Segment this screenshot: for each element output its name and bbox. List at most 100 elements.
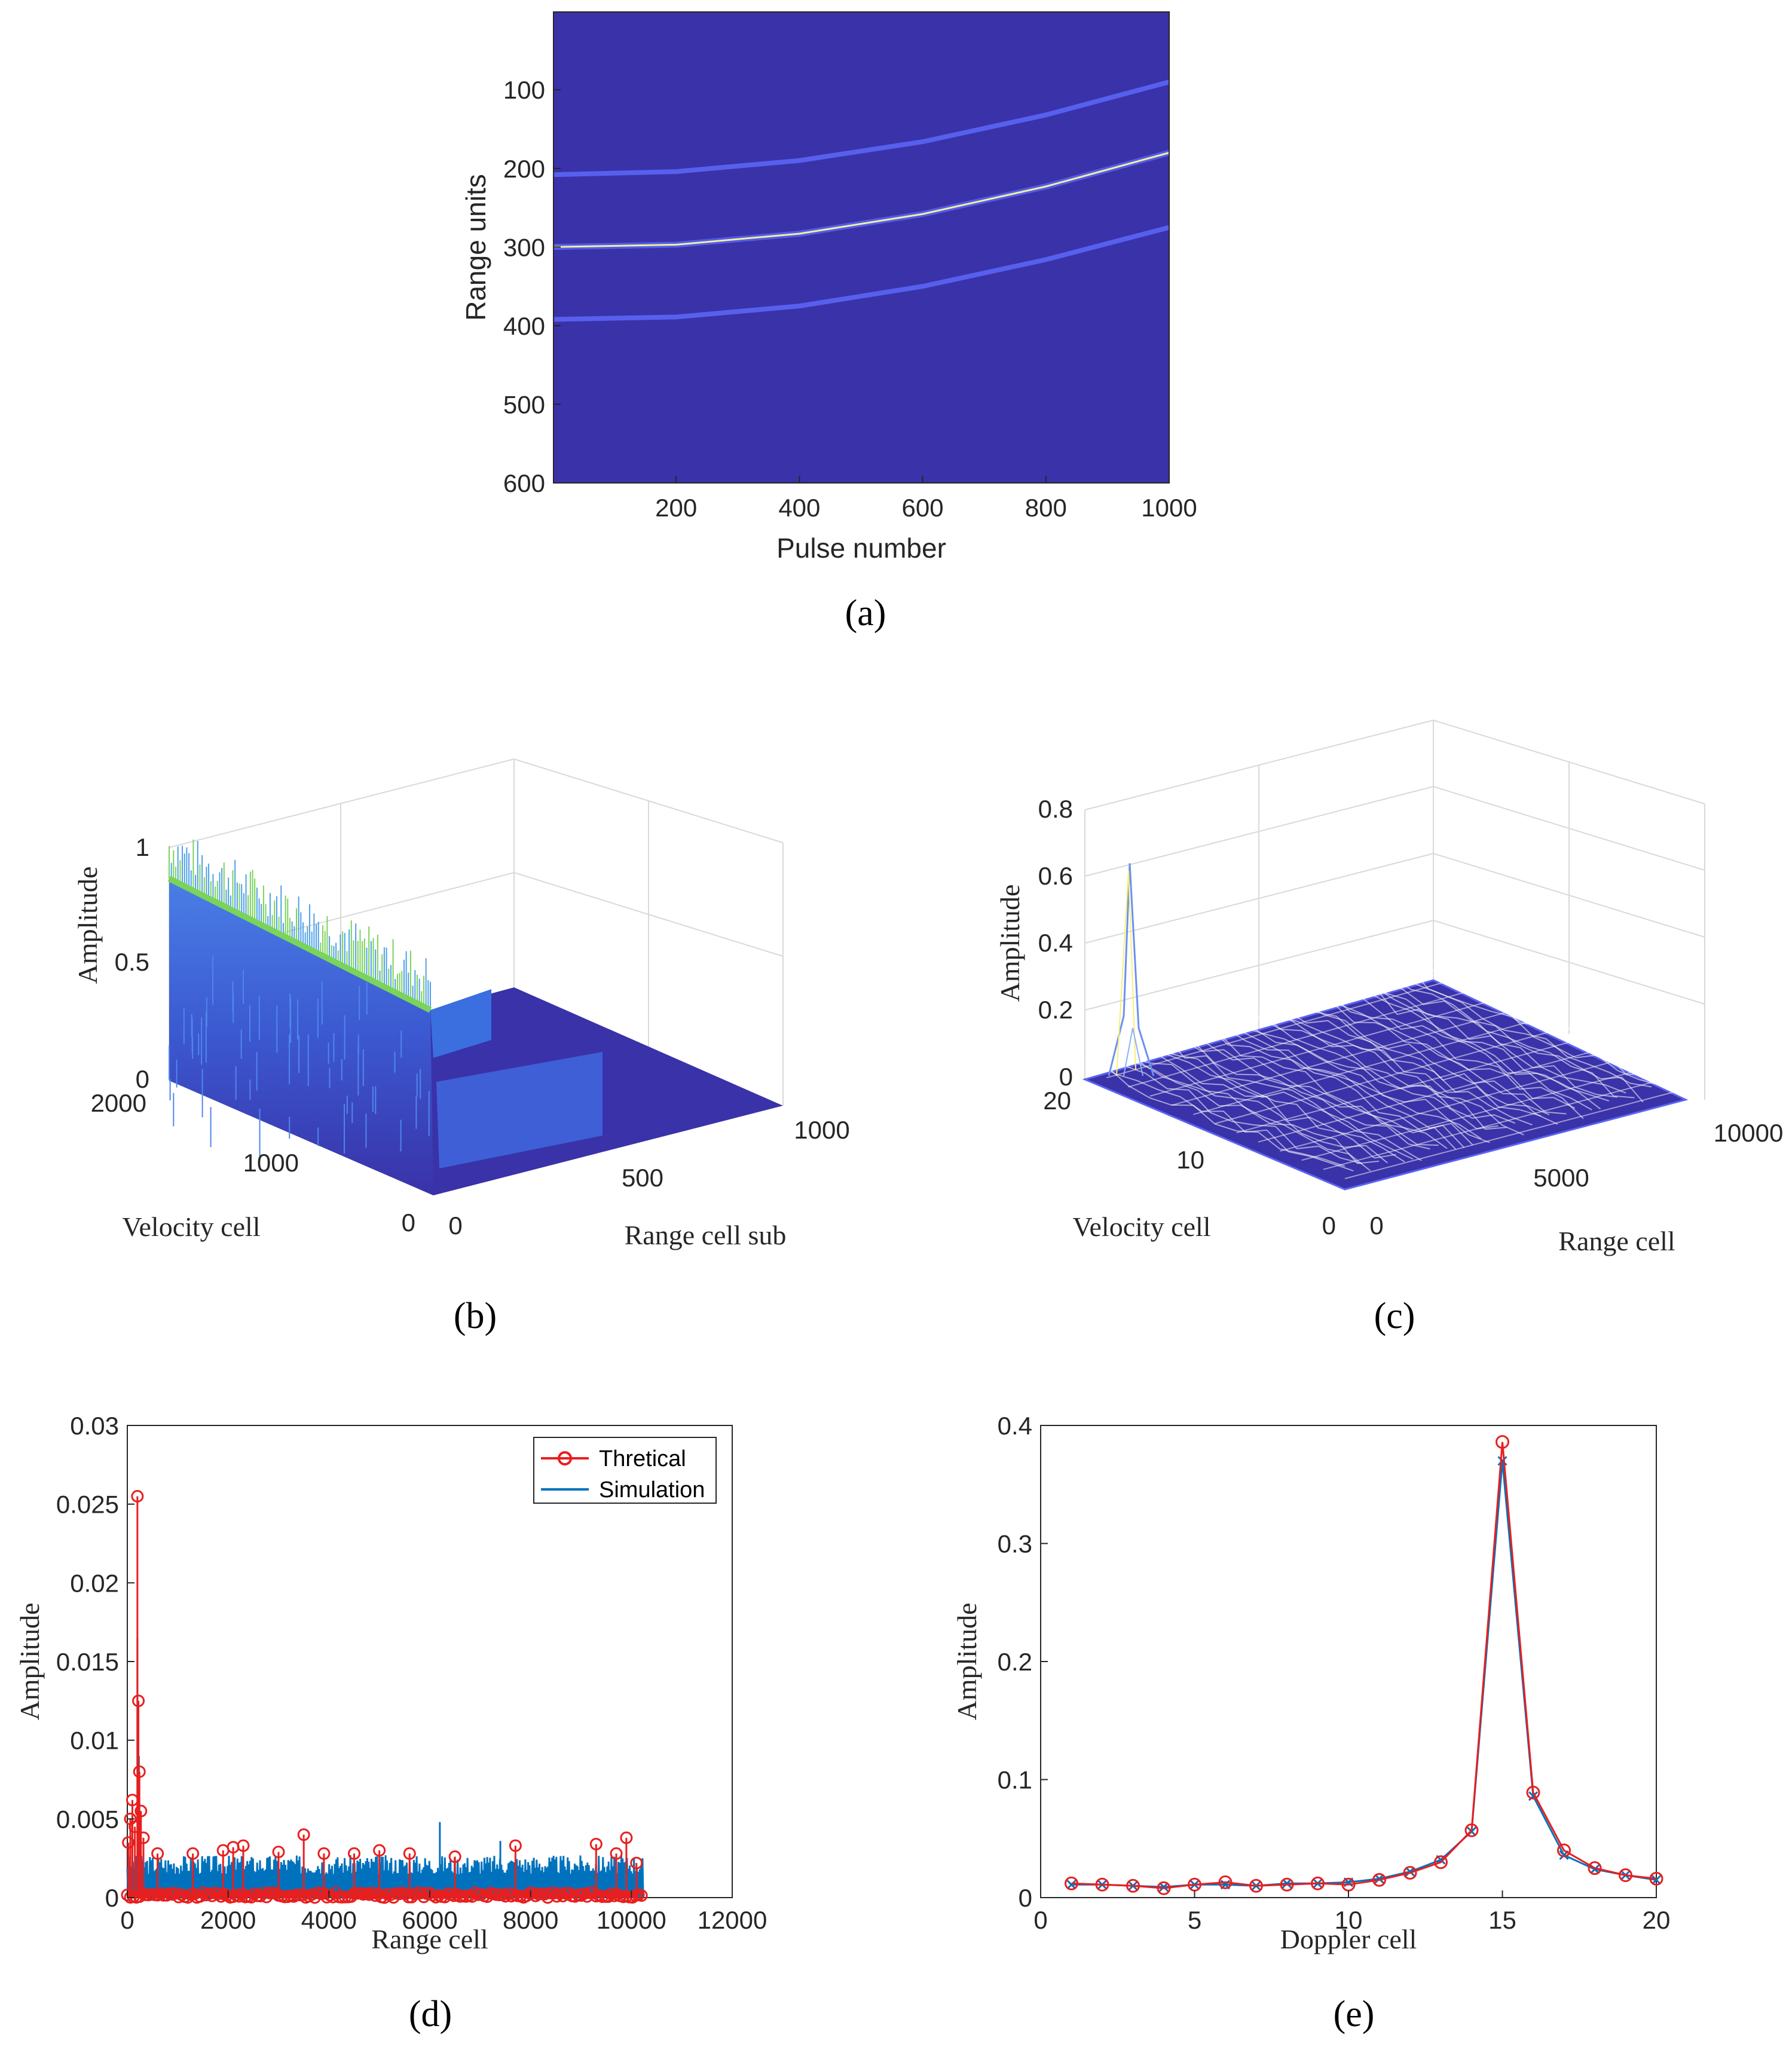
mesh-line xyxy=(1354,981,1610,1102)
y-tick-label: 0.01 xyxy=(70,1727,119,1755)
simulation-marker xyxy=(1405,1867,1415,1877)
thretical-marker xyxy=(1434,1855,1448,1870)
thretical-marker xyxy=(605,1887,618,1900)
thretical-marker xyxy=(172,1890,185,1904)
thretical-marker xyxy=(372,1887,385,1901)
thretical-marker xyxy=(296,1888,309,1901)
thretical-marker xyxy=(553,1887,567,1900)
z-axis-label: Amplitude xyxy=(995,885,1025,1002)
thretical-marker xyxy=(1403,1866,1417,1880)
mesh-line xyxy=(1084,969,1434,1069)
panel-d-line: 0 2000 4000 6000 8000 10000 12000 0 0.005 0.01 0.… xyxy=(14,1412,767,2034)
thretical-marker xyxy=(448,1850,461,1864)
mesh-line xyxy=(1250,1011,1507,1130)
mesh-line xyxy=(1302,1001,1558,1125)
thretical-marker xyxy=(438,1890,451,1904)
x-tick-label: 0 xyxy=(120,1906,134,1934)
thretical-marker xyxy=(212,1887,225,1901)
thretical-marker xyxy=(1311,1876,1325,1890)
y-tick-label: 100 xyxy=(503,76,545,104)
legend-box xyxy=(533,1437,717,1504)
thretical-marker xyxy=(121,1888,134,1901)
legend-label-thretical: Thretical xyxy=(599,1446,686,1471)
surface-wall xyxy=(169,879,433,1195)
y-tick-label: 0.005 xyxy=(56,1805,119,1833)
mesh-line xyxy=(1192,1018,1539,1115)
z-tick-06: 0.6 xyxy=(1038,862,1073,890)
thretical-marker xyxy=(556,1889,570,1902)
surface-step xyxy=(430,989,491,1058)
mesh-line xyxy=(1236,1038,1581,1134)
thretical-marker xyxy=(186,1847,200,1860)
thretical-marker xyxy=(466,1890,479,1903)
panel-c-mesh: 0.8 0.6 0.4 0.2 0 20 10 0 0 5000 10000 A… xyxy=(995,720,1783,1336)
y-tick-label: 300 xyxy=(503,233,545,261)
caption-b: (b) xyxy=(454,1296,497,1336)
x-tick-label: 200 xyxy=(655,494,697,522)
mesh-line xyxy=(1206,1024,1465,1148)
mesh-line xyxy=(1128,1056,1388,1164)
y-axis-ticks: 0 0.1 0.2 0.3 0.4 xyxy=(998,1412,1048,1912)
y-tick-label: 200 xyxy=(503,155,545,183)
panel-a-heatmap: 200 400 600 800 1000 100 200 300 400 500 600 Puls… xyxy=(460,11,1197,634)
y-tick-label: 0 xyxy=(1019,1884,1032,1912)
y-axis-label: Velocity cell xyxy=(1072,1211,1210,1242)
simulation-marker xyxy=(1158,1882,1169,1892)
y-tick-20: 20 xyxy=(1043,1087,1071,1115)
thretical-marker xyxy=(610,1847,623,1860)
x-tick-label: 15 xyxy=(1488,1906,1516,1934)
x-tick-500: 500 xyxy=(622,1164,663,1192)
z-tick-02: 0.2 xyxy=(1038,996,1073,1024)
x-axis-label: Pulse number xyxy=(776,533,946,564)
mesh-line xyxy=(1279,1058,1623,1152)
x-tick-label: 4000 xyxy=(301,1906,357,1934)
thretical-marker xyxy=(589,1837,603,1850)
mesh-line xyxy=(1215,1028,1473,1146)
y-axis-ticks: 100 200 300 400 500 600 xyxy=(503,76,561,497)
thretical-marker xyxy=(1372,1873,1386,1887)
thretical-marker xyxy=(151,1847,164,1860)
thretical-marker xyxy=(233,1890,246,1903)
mesh-line xyxy=(1224,1026,1482,1140)
plot-marks xyxy=(1065,1435,1663,1895)
x-tick-label: 5 xyxy=(1188,1906,1201,1934)
z-axis-label: Amplitude xyxy=(72,867,103,984)
simulation-marker xyxy=(1374,1874,1384,1884)
thretical-marker xyxy=(562,1887,576,1900)
thretical-marker xyxy=(373,1844,386,1857)
mesh-line xyxy=(1171,1008,1518,1106)
thretical-marker xyxy=(1526,1785,1540,1800)
plot-marks xyxy=(121,1490,648,1904)
x-tick-label: 800 xyxy=(1025,494,1067,522)
lower-echo-glow xyxy=(553,225,1170,322)
x-tick-label: 6000 xyxy=(402,1906,457,1934)
thretical-marker xyxy=(1619,1868,1632,1882)
thretical-marker xyxy=(502,1887,515,1900)
plot-area xyxy=(127,1425,733,1898)
thretical-marker xyxy=(580,1890,594,1903)
grid-box xyxy=(1084,720,1705,1100)
thretical-marker xyxy=(348,1847,360,1860)
surface-step-low xyxy=(436,1052,603,1168)
thretical-marker xyxy=(132,1694,145,1708)
mesh-line xyxy=(1145,1044,1405,1162)
mesh-line xyxy=(1241,1026,1499,1130)
y-axis-label: Range units xyxy=(460,174,491,321)
thretical-marker xyxy=(133,1890,146,1903)
thretical-marker xyxy=(1157,1881,1171,1895)
thretical-marker xyxy=(1249,1878,1263,1893)
thretical-marker xyxy=(1218,1875,1233,1889)
thretical-marker xyxy=(509,1839,522,1852)
mesh-peak xyxy=(1108,863,1155,1076)
mesh-line xyxy=(1433,960,1686,1091)
thretical-marker xyxy=(187,1887,200,1901)
thretical-marker xyxy=(417,1890,430,1904)
y-tick-label: 0.02 xyxy=(70,1569,119,1597)
x-tick-0: 0 xyxy=(1369,1211,1383,1240)
main-trace xyxy=(553,152,1170,248)
thretical-marker xyxy=(206,1889,219,1902)
thretical-marker xyxy=(297,1828,310,1841)
z-tick-0: 0 xyxy=(1059,1063,1073,1091)
mesh-line xyxy=(1154,1047,1414,1160)
